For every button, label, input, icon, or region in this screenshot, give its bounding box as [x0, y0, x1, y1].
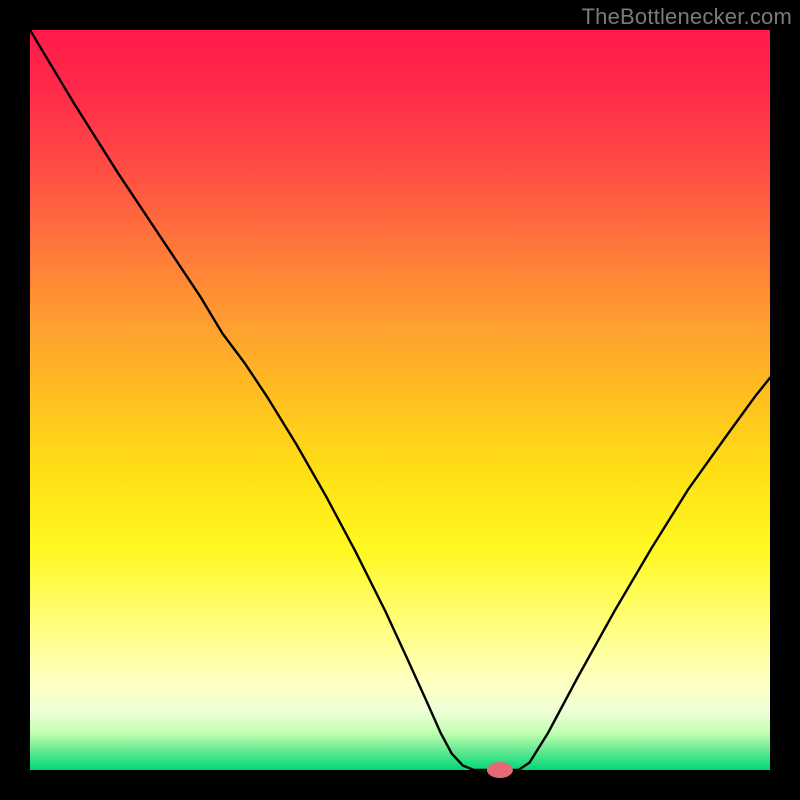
watermark-text: TheBottlenecker.com — [582, 4, 792, 30]
plot-gradient-background — [30, 30, 770, 770]
bottleneck-chart: TheBottlenecker.com — [0, 0, 800, 800]
chart-canvas — [0, 0, 800, 800]
optimum-marker — [487, 762, 513, 778]
